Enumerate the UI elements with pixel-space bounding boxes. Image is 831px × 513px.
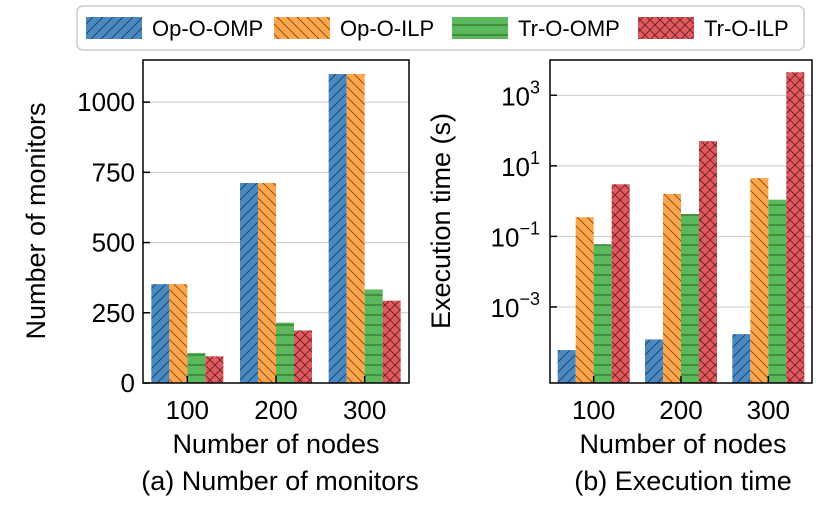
bar-op-o-omp-100 — [151, 284, 170, 383]
bar-tr-o-ilp-300 — [382, 300, 401, 383]
bar-tr-o-omp-300 — [364, 289, 383, 383]
bar-tr-o-omp-100 — [187, 352, 206, 383]
execution-time-x-ticks: 100 200 300 — [572, 376, 790, 425]
legend-frame — [76, 5, 805, 51]
monitors-x-ticks: 100 200 300 — [166, 376, 386, 425]
legend-label-op-o-omp: Op-O-OMP — [152, 16, 263, 41]
legend-swatch-tr-o-omp — [452, 17, 508, 39]
legend-swatch-op-o-ilp — [274, 17, 330, 39]
y-tick-label: 500 — [92, 228, 135, 258]
execution-time-y-ticks: 10−3 10−1 101 103 — [491, 77, 557, 323]
x-tick-label-200: 200 — [659, 395, 702, 425]
x-tick-label-100: 100 — [166, 395, 209, 425]
execution-time-y-axis-label: Execution time (s) — [426, 113, 456, 329]
bar-op-o-omp-200 — [240, 183, 258, 383]
execution-time-x-axis-label: Number of nodes — [579, 429, 786, 459]
bar-tr-o-omp-300 — [768, 199, 787, 383]
monitors-chart: 0 250 500 750 1000 100 200 300 Number of monit… — [21, 59, 419, 496]
bar-op-o-ilp-300 — [750, 178, 769, 383]
y-tick-label: 750 — [92, 157, 135, 187]
bar-op-o-omp-100 — [557, 350, 576, 383]
bar-tr-o-ilp-200 — [699, 141, 717, 383]
bar-tr-o-ilp-100 — [205, 356, 224, 383]
y-tick-label: 10−1 — [491, 218, 540, 252]
bar-tr-o-ilp-100 — [611, 184, 630, 383]
monitors-y-ticks: 0 250 500 750 1000 — [77, 87, 150, 398]
legend-label-tr-o-omp: Tr-O-OMP — [518, 16, 620, 41]
bar-op-o-omp-300 — [328, 74, 347, 383]
monitors-x-axis-label: Number of nodes — [172, 429, 379, 459]
x-tick-label-100: 100 — [572, 395, 615, 425]
bar-tr-o-ilp-300 — [786, 72, 805, 383]
legend-label-op-o-ilp: Op-O-ILP — [340, 16, 434, 41]
x-tick-label-300: 300 — [747, 395, 790, 425]
monitors-chart-title: (a) Number of monitors — [141, 466, 419, 496]
legend-swatch-op-o-omp — [86, 17, 142, 39]
y-tick-label: 101 — [501, 148, 540, 182]
bar-op-o-omp-200 — [645, 339, 663, 383]
y-tick-label: 1000 — [77, 87, 135, 117]
bar-op-o-ilp-300 — [346, 74, 365, 383]
y-tick-label: 10−3 — [491, 289, 540, 323]
execution-time-bars — [557, 72, 805, 383]
legend-swatch-tr-o-ilp — [638, 17, 694, 39]
monitors-bars — [151, 74, 401, 383]
x-tick-label-300: 300 — [343, 395, 386, 425]
monitors-y-axis-label: Number of monitors — [21, 102, 51, 339]
y-tick-label: 0 — [121, 368, 135, 398]
execution-time-chart: 10−3 10−1 101 103 100 200 300 Execution time … — [426, 59, 813, 496]
x-tick-label-200: 200 — [254, 395, 297, 425]
bar-tr-o-omp-100 — [593, 244, 612, 383]
bar-tr-o-ilp-200 — [294, 330, 312, 383]
y-tick-label: 103 — [501, 77, 540, 111]
legend-label-tr-o-ilp: Tr-O-ILP — [704, 16, 789, 41]
bar-op-o-ilp-100 — [169, 284, 188, 383]
execution-time-chart-title: (b) Execution time — [574, 466, 792, 496]
bar-op-o-ilp-200 — [258, 183, 276, 383]
bar-tr-o-omp-200 — [276, 322, 294, 383]
y-tick-label: 250 — [92, 298, 135, 328]
bar-op-o-ilp-100 — [575, 217, 594, 383]
legend: Op-O-OMP Op-O-ILP Tr-O-OMP Tr-O-ILP — [76, 5, 805, 51]
bar-op-o-ilp-200 — [663, 193, 681, 383]
bar-op-o-omp-300 — [732, 334, 751, 383]
bar-tr-o-omp-200 — [681, 214, 699, 383]
